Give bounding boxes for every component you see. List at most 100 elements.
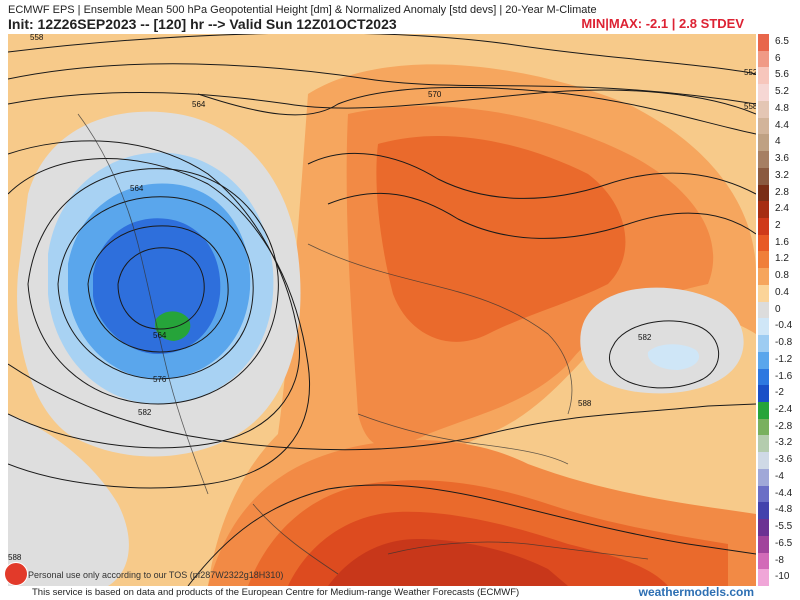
colorbar-swatch [758, 284, 769, 302]
colorbar-row: 3.6 [758, 151, 800, 168]
colorbar-swatch [758, 100, 769, 118]
colorbar-label: -4.4 [775, 487, 793, 499]
colorbar-label: -6.5 [775, 537, 793, 549]
colorbar-label: -3.2 [775, 437, 793, 449]
colorbar-swatch [758, 402, 769, 419]
coastlines [77, 113, 649, 575]
header: ECMWF EPS | Ensemble Mean 500 hPa Geopot… [0, 0, 800, 34]
height-contours [8, 34, 756, 586]
colorbar-row: -10 [758, 569, 800, 586]
contour-west-4 [117, 247, 205, 330]
colorbar-row: -4.8 [758, 502, 800, 520]
contour-label: 564 [153, 331, 167, 340]
colorbar-label: 2.4 [775, 203, 789, 215]
colorbar-swatch [758, 117, 769, 135]
colorbar-swatch [758, 251, 769, 269]
colorbar-row: -3.6 [758, 452, 800, 469]
anomaly-min-green [154, 311, 191, 341]
colorbar-swatch [758, 552, 769, 570]
colorbar-label: 1.6 [775, 236, 789, 248]
tos-notice: Personal use only according to our TOS (… [28, 570, 284, 580]
colorbar-label: 2 [775, 220, 781, 231]
colorbar-row: 0.4 [758, 284, 800, 302]
colorbar-label: 4.8 [775, 102, 789, 114]
colorbar-row: 5.2 [758, 84, 800, 101]
contour-label: 582 [138, 408, 152, 417]
contour-558-north [8, 34, 756, 75]
colorbar-row: -8 [758, 552, 800, 570]
colorbar-label: 2.8 [775, 186, 789, 198]
colorbar-swatch [758, 435, 769, 453]
colorbar-swatch [758, 519, 769, 536]
colorbar-swatch [758, 535, 769, 553]
contour-south-1 [187, 484, 756, 586]
colorbar-swatch [758, 184, 769, 202]
colorbar-row: 0 [758, 301, 800, 319]
anomaly-region-neutral-atlantic [580, 287, 744, 394]
contour-label: 558 [30, 34, 44, 42]
colorbar-row: -2 [758, 385, 800, 402]
anomaly-region-neutral-pacific [8, 414, 129, 586]
colorbar-label: 1.2 [775, 253, 789, 265]
colorbar-row: 2.8 [758, 184, 800, 202]
contour-576 [8, 140, 300, 449]
mexico-coast [252, 503, 339, 575]
colorbar-row: 4 [758, 134, 800, 152]
colorbar-label: 0 [775, 303, 781, 315]
colorbar-row: -5.5 [758, 519, 800, 536]
contour-label: 552 [744, 68, 756, 77]
colorbar-row: 6.5 [758, 34, 800, 51]
colorbar-label: 4.4 [775, 119, 789, 131]
colorbar-label: -1.2 [775, 353, 793, 365]
contour-label: 576 [153, 375, 167, 384]
colorbar-row: 1.6 [758, 234, 800, 252]
colorbar-label: 3.2 [775, 169, 789, 181]
colorbar-row: -1.6 [758, 368, 800, 386]
gulf-coast [357, 413, 569, 465]
colorbar-swatch [758, 50, 769, 68]
colorbar-label: 6 [775, 52, 781, 64]
colorbar-label: 3.6 [775, 153, 789, 165]
anomaly-region-1-6 [376, 135, 626, 342]
colorbar-label: -1.6 [775, 370, 793, 382]
site-link[interactable]: weathermodels.com [638, 585, 754, 599]
colorbar-label: 0.4 [775, 286, 789, 298]
contour-east-1 [307, 152, 756, 199]
colorbar-swatch [758, 502, 769, 520]
colorbar-swatch [758, 67, 769, 85]
colorbar-row: -2.4 [758, 402, 800, 419]
colorbar-swatch [758, 34, 769, 51]
contour-label: 564 [192, 100, 206, 109]
us-canada-border [307, 243, 573, 415]
colorbar-label: -0.4 [775, 320, 793, 332]
colorbar-swatch [758, 268, 769, 285]
product-title: ECMWF EPS | Ensemble Mean 500 hPa Geopot… [8, 4, 597, 16]
contour-label: 582 [638, 333, 652, 342]
colorbar-label: -8 [775, 554, 784, 566]
min-max-readout: MIN|MAX: -2.1 | 2.8 STDEV [581, 16, 744, 31]
ecmwf-credit: This service is based on data and produc… [32, 587, 520, 598]
weathermodels-logo-icon [4, 562, 28, 586]
anomaly-map[interactable]: 558 564 570 552 558 564 564 576 582 582 … [8, 34, 756, 586]
colorbar-swatch [758, 167, 769, 185]
contour-label: 588 [578, 399, 592, 408]
colorbar-row: 3.2 [758, 167, 800, 185]
colorbar-swatch [758, 84, 769, 101]
caribbean-islands [387, 541, 649, 560]
contour-east-2 [327, 192, 756, 239]
contour-label: 588 [8, 553, 22, 562]
contour-label: 558 [744, 102, 756, 111]
colorbar-label: -4 [775, 470, 784, 482]
colorbar-swatch [758, 201, 769, 218]
map-svg: 558 564 570 552 558 564 564 576 582 582 … [8, 34, 756, 586]
colorbar-swatch [758, 468, 769, 486]
colorbar-row: -6.5 [758, 535, 800, 553]
colorbar-swatch [758, 301, 769, 319]
contour-588 [8, 363, 756, 451]
colorbar-row: 2.4 [758, 201, 800, 218]
colorbar-row: -2.8 [758, 418, 800, 436]
colorbar-label: -4.8 [775, 504, 793, 516]
colorbar-label: -3.6 [775, 454, 793, 466]
colorbar-row: -0.4 [758, 318, 800, 336]
colorbar-swatch [758, 351, 769, 369]
